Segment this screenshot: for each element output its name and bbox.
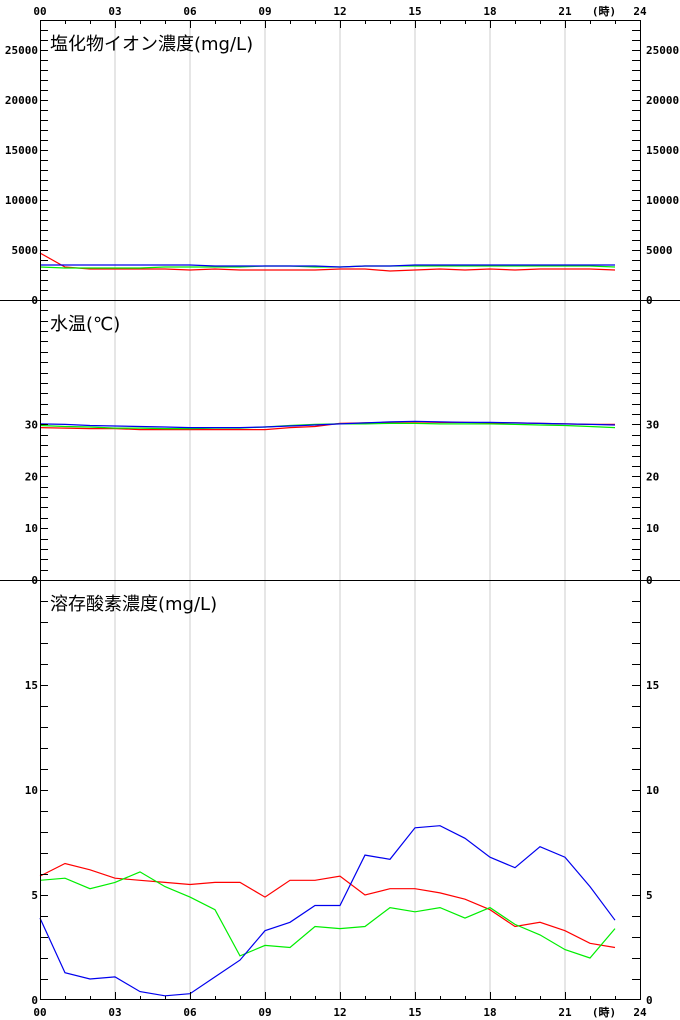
- x-tick-label-top: 15: [408, 5, 421, 18]
- series-line-green: [39, 871, 616, 959]
- x-tick-label-bottom: 24: [633, 1006, 647, 1019]
- x-tick-label-top: 06: [183, 5, 197, 18]
- x-tick-label-bottom: 06: [183, 1006, 197, 1019]
- x-tick-label-bottom: 18: [483, 1006, 496, 1019]
- y-tick-label-left: 20000: [5, 94, 38, 107]
- panel-title: 溶存酸素濃度(mg/L): [50, 594, 217, 615]
- y-tick-label-right: 10000: [646, 194, 679, 207]
- y-tick-label-right: 15: [646, 679, 659, 692]
- y-tick-label-right: 10: [646, 522, 659, 535]
- x-tick-label-top: 18: [483, 5, 496, 18]
- y-tick-label-right: 20: [646, 470, 659, 483]
- x-tick-label-top: 12: [333, 5, 346, 18]
- y-tick-label-left: 10: [25, 784, 38, 797]
- panel-title: 塩化物イオン濃度(mg/L): [50, 34, 253, 55]
- y-tick-label-left: 20: [25, 470, 38, 483]
- x-tick-label-top: 21: [558, 5, 572, 18]
- y-tick-label-right: 5: [646, 889, 653, 902]
- frame-layer: [0, 20, 680, 1000]
- y-tick-label-right: 20000: [646, 94, 679, 107]
- x-tick-label-bottom: 00: [33, 1006, 46, 1019]
- series-line-blue: [39, 825, 616, 997]
- y-tick-label-right: 15000: [646, 144, 679, 157]
- y-tick-label-left: 0: [31, 574, 38, 587]
- x-tick-label-bottom: 09: [258, 1006, 271, 1019]
- y-tick-label-right: 10: [646, 784, 659, 797]
- x-tick-label-top: 00: [33, 5, 46, 18]
- x-tick-label-bottom: 21: [558, 1006, 572, 1019]
- series-layer: [39, 252, 616, 997]
- series-line-red: [39, 252, 616, 272]
- x-tick-label-bottom: 15: [408, 1006, 421, 1019]
- y-tick-label-left: 15: [25, 679, 38, 692]
- series-line-blue: [40, 264, 615, 268]
- grid-layer: [114, 20, 566, 1000]
- x-tick-label-bottom: 03: [108, 1006, 121, 1019]
- y-tick-label-left: 5: [31, 889, 38, 902]
- y-tick-label-right: 5000: [646, 244, 673, 257]
- x-unit-label-bottom: (時): [592, 1005, 616, 1019]
- y-tick-label-right: 0: [646, 574, 653, 587]
- y-tick-label-left: 25000: [5, 44, 38, 57]
- y-tick-label-left: 10: [25, 522, 38, 535]
- panel-title: 水温(℃): [50, 314, 120, 335]
- x-tick-label-top: 03: [108, 5, 121, 18]
- y-tick-label-left: 0: [31, 294, 38, 307]
- y-tick-label-right: 25000: [646, 44, 679, 57]
- y-tick-label-left: 0: [31, 994, 38, 1007]
- y-tick-label-left: 5000: [12, 244, 39, 257]
- y-tick-label-left: 30: [25, 418, 38, 431]
- x-tick-label-bottom: 12: [333, 1006, 346, 1019]
- x-tick-label-top: 09: [258, 5, 271, 18]
- y-tick-label-right: 0: [646, 994, 653, 1007]
- y-tick-label-right: 30: [646, 418, 659, 431]
- y-tick-label-right: 0: [646, 294, 653, 307]
- series-line-blue: [39, 420, 616, 429]
- y-tick-label-left: 10000: [5, 194, 38, 207]
- x-unit-label-top: (時): [592, 4, 616, 18]
- x-tick-label-top: 24: [633, 5, 647, 18]
- y-tick-label-left: 15000: [5, 144, 38, 157]
